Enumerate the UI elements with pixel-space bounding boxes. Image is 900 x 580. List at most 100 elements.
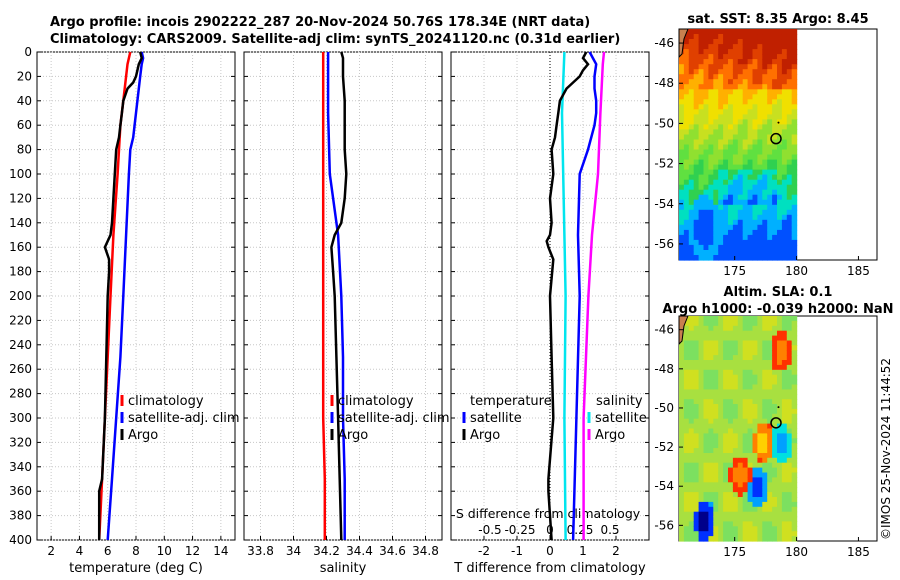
s-tick-label: 0.25: [567, 523, 594, 537]
map-cell: [703, 438, 709, 444]
map-cell: [723, 506, 729, 513]
map-cell: [772, 74, 778, 80]
map-cell: [732, 316, 739, 322]
map-cell: [791, 404, 798, 410]
map-cell: [752, 355, 758, 361]
map-cell: [683, 159, 690, 166]
map-cell: [777, 418, 783, 425]
map-cell: [786, 497, 793, 503]
map-cell: [747, 418, 754, 425]
map-y-tick-label: -52: [654, 440, 674, 454]
map-cell: [767, 433, 773, 439]
map-cell: [723, 234, 729, 241]
map-cell: [772, 144, 778, 151]
map-cell: [742, 199, 749, 206]
map-cell: [767, 239, 773, 246]
map-cell: [728, 29, 734, 35]
map-cell: [737, 355, 744, 361]
map-cell: [737, 64, 744, 70]
map-cell: [781, 134, 788, 141]
map-cell: [767, 404, 773, 410]
map-cell: [752, 144, 758, 151]
map-cell: [683, 189, 690, 196]
map-cell: [777, 149, 783, 156]
legend-t-title: temperature: [470, 394, 552, 409]
map-cell: [742, 209, 749, 216]
map-cell: [777, 457, 783, 464]
map-cell: [708, 408, 714, 415]
map-cell: [777, 69, 783, 75]
map-cell: [786, 214, 793, 221]
map-cell: [688, 448, 695, 454]
map-cell: [713, 369, 719, 376]
map-cell: [723, 179, 729, 186]
map-cell: [781, 482, 788, 488]
map-cell: [708, 179, 714, 186]
map-cell: [762, 109, 768, 115]
y-tick-label: 380: [9, 509, 32, 523]
map-cell: [728, 64, 734, 70]
map-cell: [713, 94, 719, 100]
map-cell: [693, 164, 700, 171]
map-cell: [772, 506, 778, 513]
map-cell: [791, 244, 798, 251]
map-cell: [791, 536, 798, 542]
map-cell: [718, 169, 724, 176]
map-cell: [737, 413, 744, 420]
map-cell: [703, 497, 709, 503]
map-cell: [757, 44, 763, 50]
map-cell: [791, 433, 798, 439]
map-cell: [728, 457, 734, 464]
map-cell: [683, 134, 690, 141]
map-cell: [688, 114, 695, 120]
map-cell: [737, 184, 744, 191]
map-cell: [718, 179, 724, 186]
map-cell: [679, 154, 685, 161]
map-cell: [767, 139, 773, 146]
x-tick-label: 34.2: [313, 544, 340, 558]
map-cell: [723, 174, 729, 181]
map-cell: [757, 413, 763, 420]
map-cell: [693, 134, 700, 141]
map-cell: [713, 408, 719, 415]
map-cell: [786, 250, 793, 256]
map-cell: [728, 418, 734, 425]
map-cell: [786, 330, 793, 337]
argo-dot: [777, 406, 780, 409]
map-cell: [742, 234, 749, 241]
map-cell: [757, 536, 763, 542]
map-cell: [708, 89, 714, 95]
map-cell: [732, 49, 739, 55]
map-cell: [791, 49, 798, 55]
sal-argo-line: [330, 51, 348, 541]
map-cell: [786, 453, 793, 459]
map-cell: [772, 360, 778, 366]
map-cell: [747, 250, 754, 256]
map-cell: [772, 34, 778, 40]
map-cell: [781, 189, 788, 196]
map-cell: [683, 511, 690, 518]
map-cell: [742, 516, 749, 522]
map-cell: [786, 506, 793, 513]
map-cell: [772, 124, 778, 130]
map-cell: [732, 497, 739, 503]
map-cell: [791, 384, 798, 390]
map-cell: [742, 49, 749, 55]
map-cell: [781, 229, 788, 236]
map-cell: [747, 244, 754, 251]
map-cell: [742, 74, 749, 80]
map-cell: [688, 506, 695, 513]
map-cell: [723, 408, 729, 415]
map-cell: [688, 39, 695, 45]
map-cell: [777, 453, 783, 459]
map-cell: [708, 199, 714, 206]
map-cell: [708, 74, 714, 80]
map-cell: [732, 330, 739, 337]
map-cell: [757, 462, 763, 469]
map-cell: [679, 174, 685, 181]
map-cell: [703, 369, 709, 376]
map-cell: [777, 199, 783, 206]
map-cell: [767, 340, 773, 346]
map-cell: [777, 506, 783, 513]
